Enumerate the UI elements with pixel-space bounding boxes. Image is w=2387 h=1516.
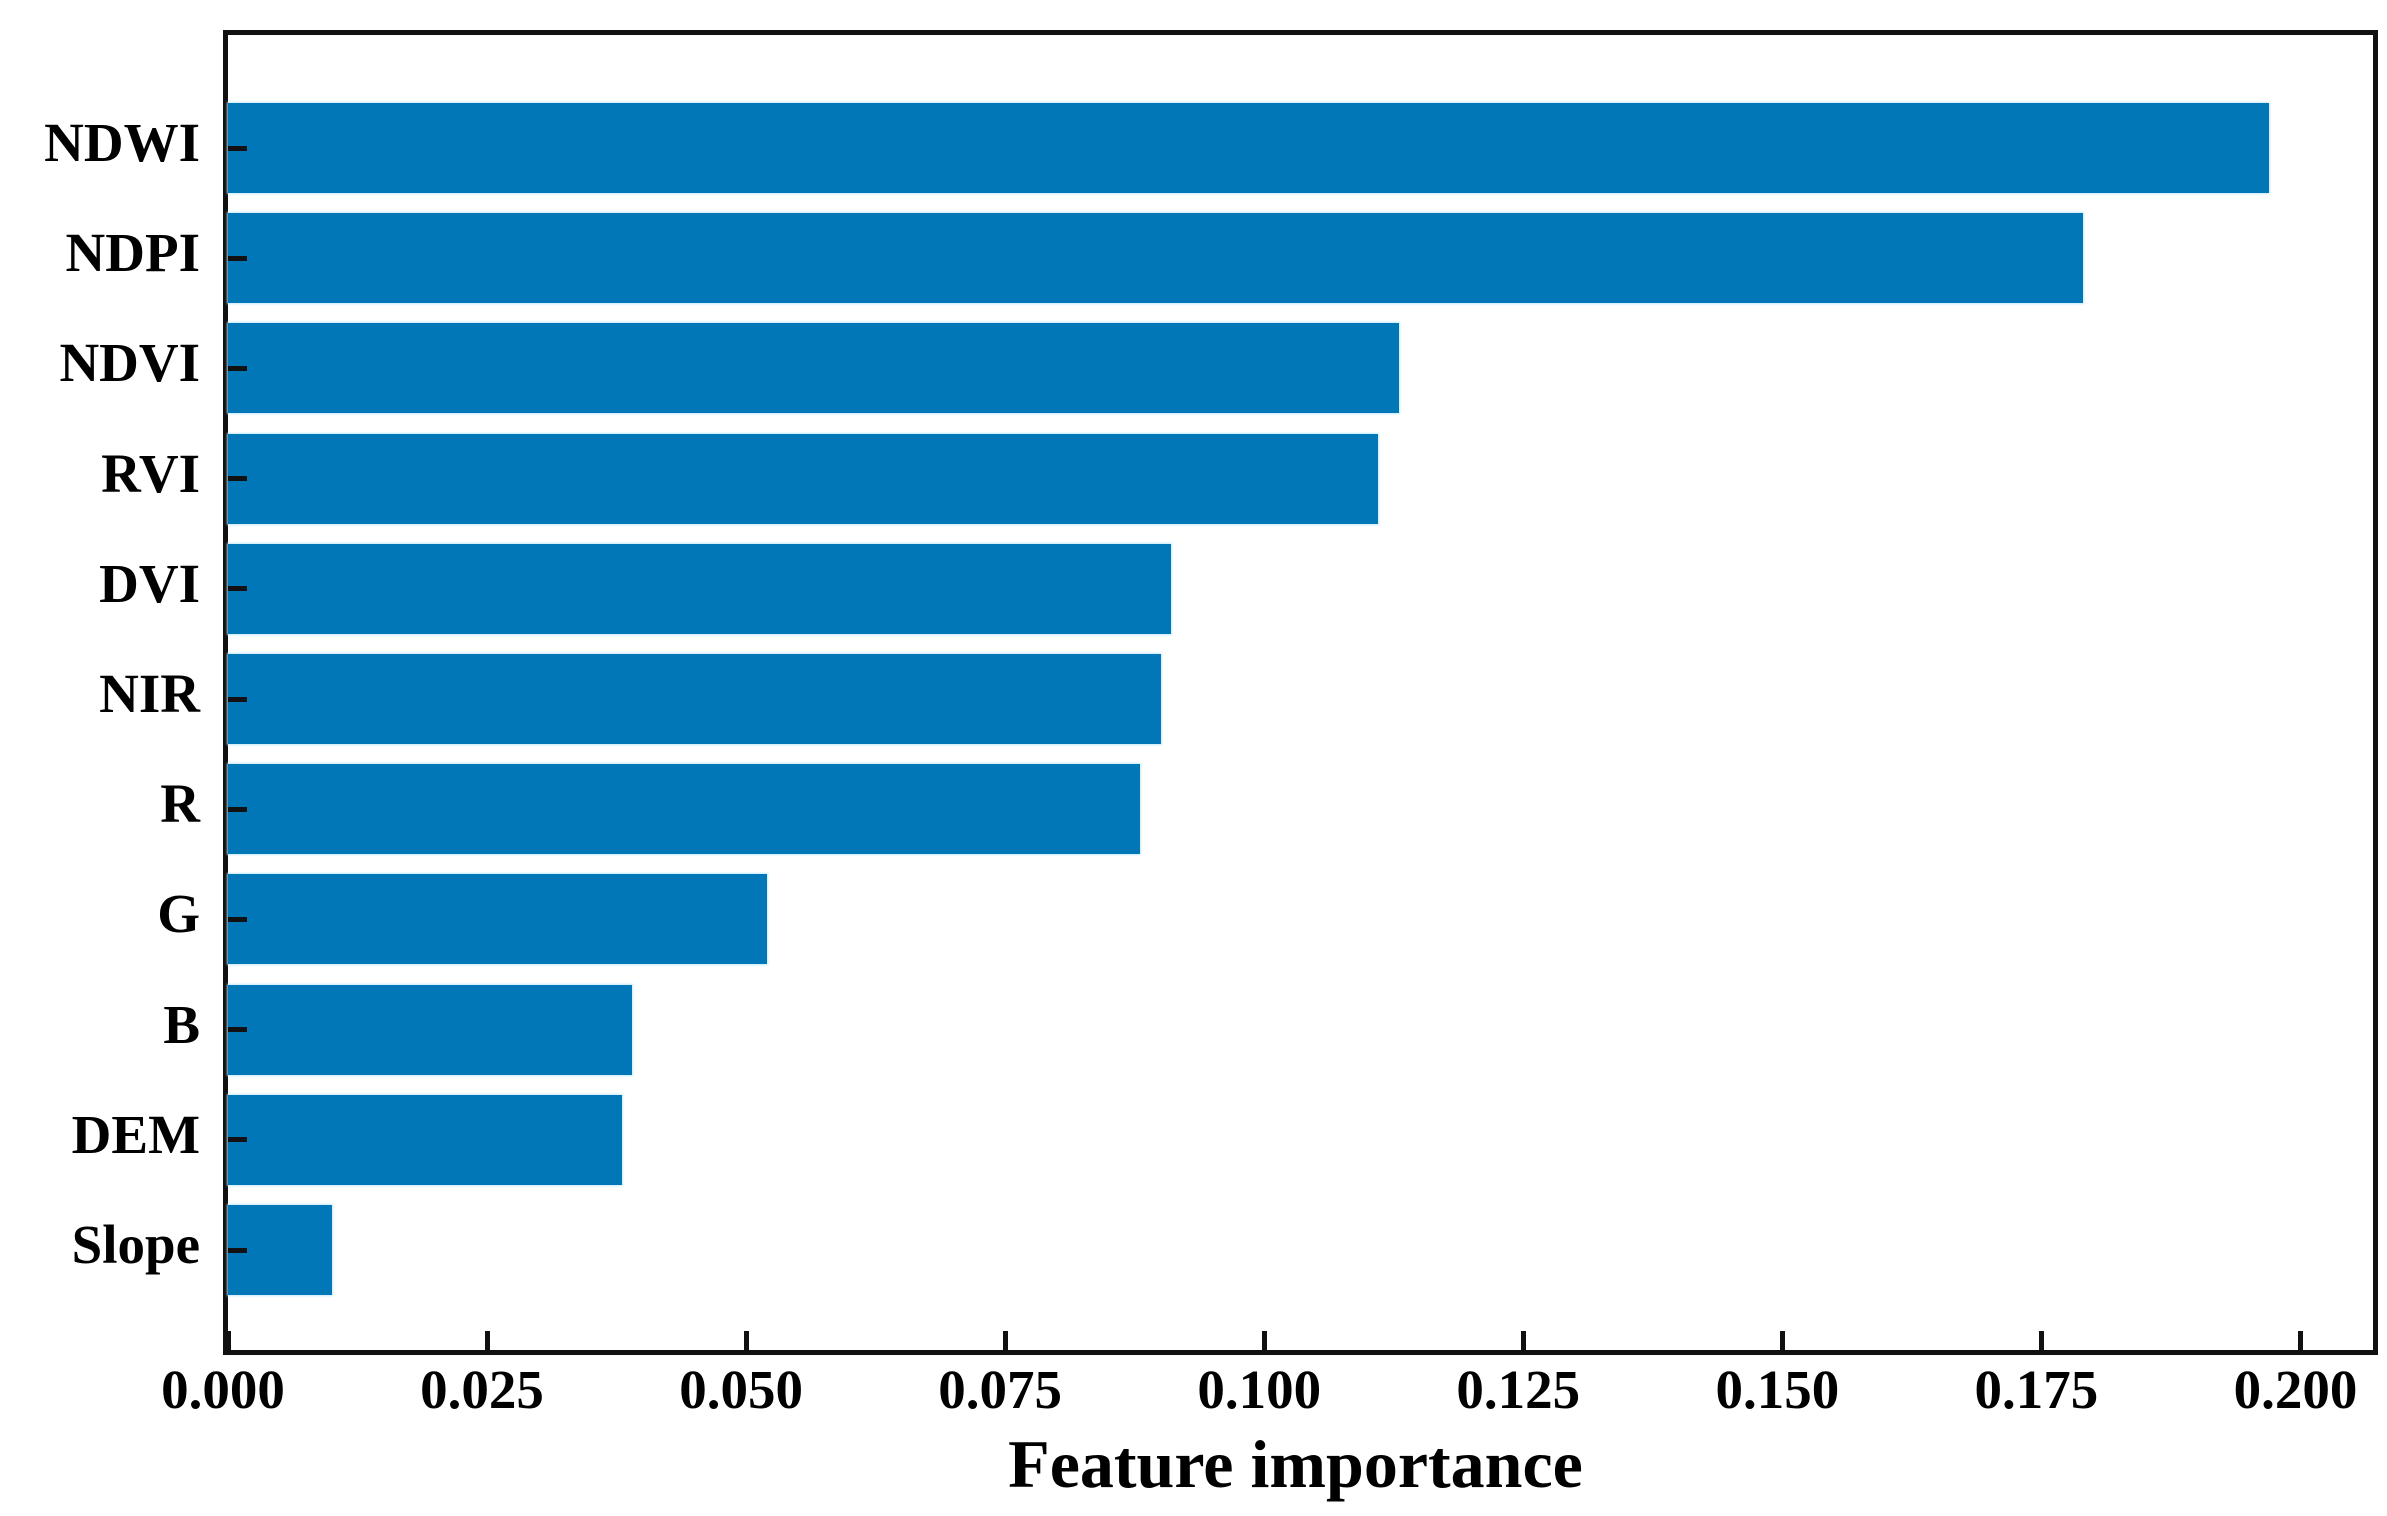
- y-tick-label: NDPI: [65, 222, 200, 284]
- bar-nir: [228, 654, 1161, 744]
- bar-g: [228, 874, 767, 965]
- x-tick: [743, 1331, 749, 1350]
- x-tick-label: 0.100: [1197, 1359, 1322, 1420]
- x-tick-label: 0.050: [679, 1359, 803, 1420]
- x-tick-label: 0.075: [938, 1359, 1063, 1420]
- bar-b: [228, 984, 632, 1075]
- x-tick-label: 0.200: [2233, 1359, 2358, 1420]
- y-tick-label: R: [160, 773, 200, 835]
- y-tick-label: NIR: [99, 663, 200, 724]
- x-tick-label: 0.150: [1715, 1359, 1840, 1420]
- y-tick: [228, 255, 247, 261]
- bar-dem: [228, 1094, 622, 1185]
- x-tick-label: 0.175: [1974, 1359, 2099, 1420]
- y-tick: [228, 1247, 247, 1253]
- x-tick: [2297, 1331, 2303, 1350]
- y-tick-label: RVI: [101, 442, 200, 504]
- plot-area: [223, 30, 2378, 1355]
- y-tick: [228, 476, 247, 482]
- y-tick: [228, 586, 247, 592]
- x-tick-label: 0.000: [161, 1359, 285, 1420]
- y-tick-label: NDVI: [59, 332, 200, 394]
- x-tick: [484, 1331, 490, 1350]
- bar-ndpi: [228, 213, 2083, 304]
- y-tick-label: Slope: [71, 1214, 200, 1275]
- x-tick: [1261, 1331, 1267, 1350]
- bar-dvi: [228, 543, 1171, 634]
- y-tick: [228, 365, 247, 371]
- bar-rvi: [228, 433, 1378, 524]
- y-tick: [228, 806, 247, 812]
- y-tick-label: DEM: [71, 1103, 200, 1165]
- x-tick: [1002, 1331, 1008, 1350]
- bar-r: [228, 764, 1140, 855]
- x-tick: [1520, 1331, 1526, 1350]
- y-tick-label: B: [163, 993, 200, 1055]
- x-tick-label: 0.125: [1456, 1359, 1581, 1420]
- y-tick: [228, 1137, 247, 1143]
- x-tick-label: 0.025: [420, 1359, 544, 1420]
- x-tick: [2038, 1331, 2044, 1350]
- y-tick-label: NDWI: [44, 112, 200, 173]
- y-tick-label: DVI: [99, 552, 200, 614]
- x-tick: [1779, 1331, 1785, 1350]
- x-axis-title: Feature importance: [1008, 1426, 1583, 1502]
- x-tick: [225, 1331, 231, 1350]
- y-tick: [228, 696, 247, 702]
- bar-ndvi: [228, 323, 1399, 414]
- bar-ndwi: [228, 103, 2269, 193]
- y-tick: [228, 916, 247, 922]
- y-tick: [228, 1027, 247, 1033]
- y-tick: [228, 145, 247, 151]
- y-tick-label: G: [157, 883, 200, 945]
